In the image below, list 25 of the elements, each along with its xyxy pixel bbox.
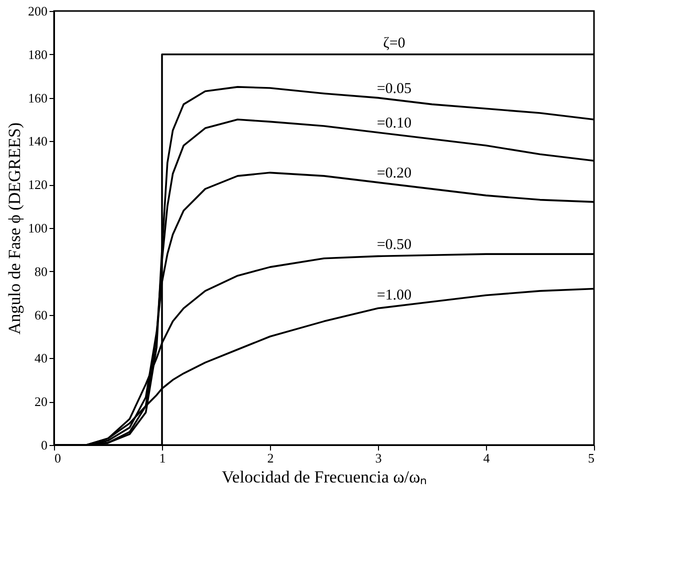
y-tick-label: 40 xyxy=(34,350,48,366)
series-label: =0.05 xyxy=(376,80,412,97)
series-label: ζ=0 xyxy=(383,35,406,52)
y-tick-label: 80 xyxy=(34,264,48,279)
series-label: =0.10 xyxy=(376,115,412,132)
x-tick-label: 4 xyxy=(483,450,490,466)
x-axis-title: Velocidad de Frecuencia ω/ωₙ xyxy=(222,468,428,486)
y-axis-title: Angulo de Fase ϕ (DEGREES) xyxy=(5,122,24,334)
x-tick-label: 3 xyxy=(375,450,382,466)
series-label: =0.50 xyxy=(376,236,412,253)
y-tick-label: 0 xyxy=(41,438,48,452)
y-tick-label: 60 xyxy=(34,307,48,322)
y-tick-label: 200 xyxy=(28,4,48,18)
y-tick-label: 120 xyxy=(28,177,48,192)
y-tick-label: 160 xyxy=(28,90,48,106)
y-tick-label: 180 xyxy=(28,46,48,62)
y-tick-label: 20 xyxy=(34,394,48,410)
x-tick-label: 0 xyxy=(54,450,61,466)
x-tick-label: 5 xyxy=(588,450,594,466)
y-tick-label: 100 xyxy=(28,220,48,236)
y-tick-label: 140 xyxy=(28,134,48,149)
x-tick-label: 2 xyxy=(267,450,274,466)
series-label: =1.00 xyxy=(376,287,412,304)
series-label: =0.20 xyxy=(376,165,412,182)
x-tick-label: 1 xyxy=(159,450,166,466)
